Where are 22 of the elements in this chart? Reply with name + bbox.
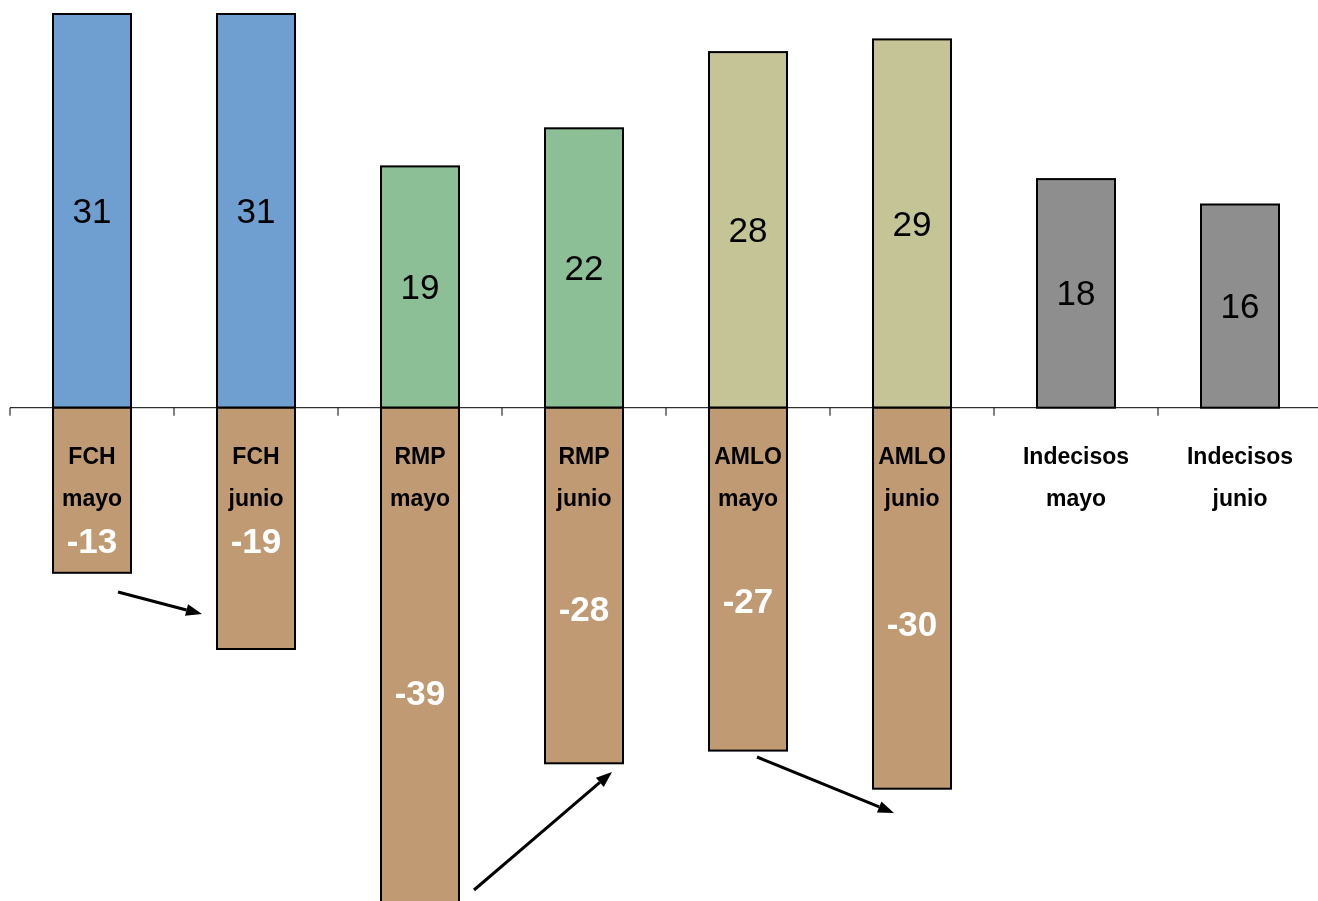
x-tick-label: FCH mayo <box>61 442 123 511</box>
data-label: 29 <box>892 203 932 243</box>
x-tick-label: FCH junio <box>227 442 284 511</box>
data-label: 18 <box>1056 273 1096 313</box>
data-label: -39 <box>394 672 446 712</box>
data-label: -19 <box>230 520 282 560</box>
data-label: -28 <box>558 589 610 629</box>
data-label: -27 <box>722 581 774 621</box>
data-label: 16 <box>1220 286 1260 326</box>
x-tick-label: RMP mayo <box>389 442 451 511</box>
data-label: -13 <box>66 520 118 560</box>
data-label: 31 <box>72 190 112 230</box>
x-tick-label: AMLO junio <box>878 442 946 511</box>
data-label: 19 <box>400 267 440 307</box>
x-tick-label: AMLO mayo <box>714 442 782 511</box>
x-tick-label: Indecisos junio <box>1186 442 1294 511</box>
x-tick-label: Indecisos mayo <box>1022 442 1130 511</box>
x-tick-label: RMP junio <box>555 442 612 511</box>
data-label: 22 <box>564 248 604 287</box>
data-label: 31 <box>236 190 276 230</box>
data-label: 28 <box>728 209 768 249</box>
data-label: -30 <box>886 604 938 644</box>
